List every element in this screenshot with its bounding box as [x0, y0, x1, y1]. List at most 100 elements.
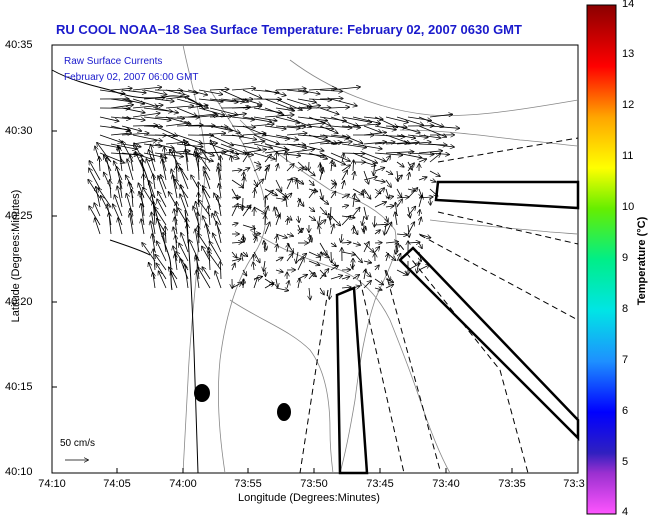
current-vector: [396, 175, 402, 181]
current-vector: [363, 177, 377, 181]
current-vector: [309, 287, 310, 300]
current-vector: [264, 154, 271, 163]
current-vector: [153, 174, 155, 190]
current-vector: [142, 243, 156, 262]
current-vector: [121, 107, 145, 113]
current-vector: [264, 89, 286, 95]
current-vector: [418, 195, 422, 208]
current-vector: [363, 281, 371, 289]
current-vector: [264, 206, 268, 217]
current-vector: [253, 162, 260, 165]
current-vector: [275, 89, 306, 90]
current-vector: [419, 242, 422, 248]
current-vector: [386, 215, 388, 222]
current-vector: [308, 170, 315, 176]
colorbar-tick: 6: [622, 405, 629, 417]
current-vector: [149, 150, 156, 172]
current-vector: [297, 89, 320, 94]
current-vector: [171, 271, 178, 289]
current-vector: [118, 218, 123, 235]
current-vector: [132, 98, 158, 107]
current-vector: [330, 192, 336, 199]
current-vector: [341, 242, 351, 243]
current-vector: [308, 206, 314, 211]
current-vector: [320, 252, 322, 262]
current-vector: [342, 181, 344, 190]
current-vector: [385, 222, 392, 235]
xtick-label: 73:50: [300, 478, 328, 490]
current-vector: [203, 189, 211, 208]
current-vector: [418, 265, 429, 271]
current-vector: [121, 133, 149, 135]
current-vector: [286, 164, 294, 172]
current-vector: [185, 150, 189, 172]
current-vector: [275, 215, 280, 226]
current-vector: [220, 114, 246, 118]
current-vector: [395, 212, 397, 226]
current-vector: [165, 89, 184, 95]
current-vector: [319, 168, 323, 181]
current-vector: [181, 233, 189, 253]
current-vector: [287, 219, 288, 226]
current-vector: [120, 180, 123, 199]
current-vector: [408, 224, 409, 237]
current-vector: [141, 219, 145, 235]
current-vector: [319, 142, 342, 144]
current-vector: [254, 190, 255, 199]
current-vector: [297, 152, 324, 156]
current-vector: [276, 244, 277, 253]
current-vector: [374, 188, 384, 199]
current-vector: [374, 278, 383, 285]
current-vector: [407, 222, 414, 235]
current-vector: [198, 156, 199, 181]
current-vector: [363, 161, 376, 166]
current-vector: [275, 270, 283, 272]
current-vector: [374, 215, 375, 227]
current-vector: [196, 271, 200, 289]
current-vector: [429, 170, 440, 176]
current-vector: [319, 287, 324, 295]
xtick-label: 73:55: [234, 478, 262, 490]
current-vector: [187, 114, 216, 118]
current-vector: [407, 163, 414, 172]
current-vector: [352, 286, 360, 288]
current-vector: [374, 247, 379, 253]
current-vector: [342, 154, 344, 163]
current-vector: [275, 134, 298, 140]
colorbar-tick: 9: [622, 252, 629, 264]
current-vector: [429, 180, 436, 182]
current-vector: [231, 242, 242, 243]
current-vector: [396, 125, 420, 133]
current-vector: [176, 98, 202, 106]
current-vector: [341, 205, 348, 207]
current-vector: [132, 105, 163, 109]
current-vector: [209, 242, 222, 262]
current-vector: [198, 200, 211, 217]
current-vector: [253, 124, 274, 126]
buoy-marker: [194, 384, 210, 402]
current-vector: [286, 178, 292, 190]
current-vector: [353, 160, 354, 172]
dashed-lanes: [299, 137, 579, 474]
current-vector: [164, 147, 166, 163]
current-vector: [408, 206, 410, 218]
current-vector: [385, 156, 390, 163]
colorbar-tick: 7: [622, 354, 629, 366]
current-vector: [275, 116, 299, 123]
current-vector: [154, 99, 174, 101]
current-vector: [117, 167, 123, 190]
current-vector: [297, 106, 320, 109]
current-vector: [110, 133, 131, 135]
current-vector: [308, 134, 337, 144]
current-vector: [297, 229, 303, 235]
y-axis-label: Latitude (Degrees:Minutes): [10, 189, 22, 323]
current-vector: [176, 143, 203, 147]
current-vector: [363, 261, 371, 263]
current-vector: [165, 96, 189, 100]
current-vector: [99, 89, 125, 94]
current-vector: [286, 152, 287, 163]
legend-label: Raw Surface Currents: [64, 56, 163, 67]
current-vector: [363, 125, 381, 133]
current-vector: [286, 133, 307, 135]
current-vector: [154, 107, 178, 113]
